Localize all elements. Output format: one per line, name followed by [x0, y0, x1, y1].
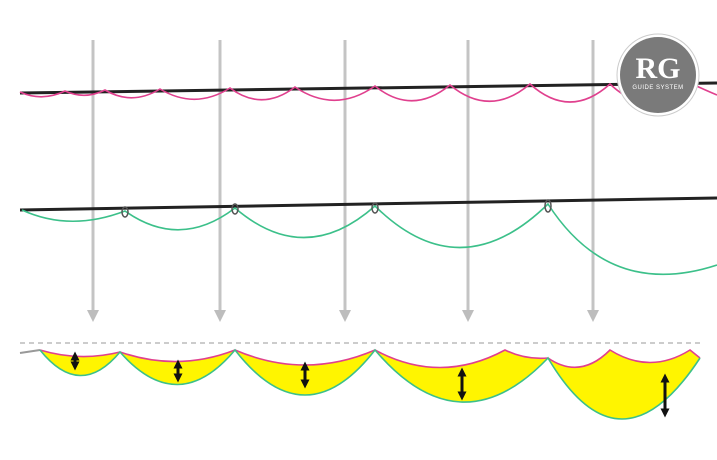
rod-few-guides — [19, 196, 717, 276]
rod-many-guides — [19, 81, 717, 104]
down-arrows — [87, 40, 599, 322]
logo-subtitle: GUIDE SYSTEM — [632, 85, 683, 91]
logo-title: RG — [636, 52, 681, 85]
logo: RG GUIDE SYSTEM — [616, 33, 700, 117]
sag-comparison — [19, 342, 701, 420]
